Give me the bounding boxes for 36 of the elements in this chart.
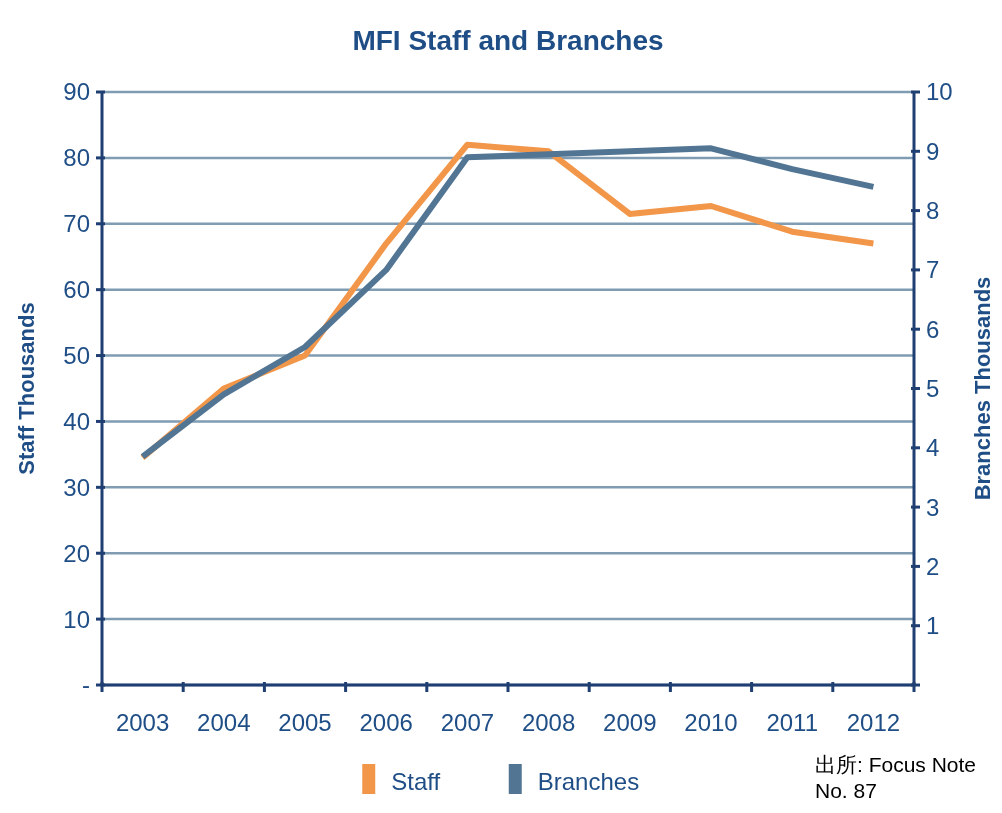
y2-tick-label: 8 xyxy=(926,197,940,224)
y2-axis-title: Branches Thousands xyxy=(970,276,995,501)
y-tick-label: - xyxy=(82,671,90,699)
text: 出所: Focus Note No. 87 xyxy=(815,752,978,804)
y-tick-label: 50 xyxy=(63,341,90,369)
y-tick-label: 20 xyxy=(63,539,90,567)
y-tick-label: 70 xyxy=(63,210,90,238)
x-tick-label: 2004 xyxy=(197,709,251,736)
y-tick-label: 30 xyxy=(63,473,90,501)
legend-label: Branches xyxy=(537,768,640,795)
y2-tick-label: 1 xyxy=(926,612,940,640)
y-axis-title: Staff Thousands xyxy=(14,302,39,475)
y-tick-label: 40 xyxy=(63,407,90,435)
x-tick-label: 2007 xyxy=(440,709,495,736)
legend-label: Staff xyxy=(391,768,441,795)
y2-tick-label: 7 xyxy=(926,256,940,284)
x-tick-label: 2005 xyxy=(278,709,332,736)
y2-tick-label: 6 xyxy=(926,315,940,343)
x-tick-label: 2003 xyxy=(115,709,170,736)
y-tick-label: 80 xyxy=(63,144,90,172)
x-tick-label: 2009 xyxy=(603,709,657,736)
y2-tick-label: 3 xyxy=(926,493,940,521)
y2-tick-label: 2 xyxy=(926,552,940,580)
y2-tick-label: 9 xyxy=(926,137,940,165)
x-tick-label: 2006 xyxy=(359,709,413,736)
x-tick-label: 2012 xyxy=(846,709,901,736)
y-tick-label: 10 xyxy=(63,605,90,633)
y2-tick-label: 4 xyxy=(926,434,940,462)
x-tick-label: 2010 xyxy=(684,709,738,736)
y2-tick-label: 5 xyxy=(926,374,940,402)
y-tick-label: 60 xyxy=(63,276,90,304)
y-tick-label: 90 xyxy=(63,78,90,106)
chart-title: MFI Staff and Branches xyxy=(352,25,664,56)
y2-tick-label: 10 xyxy=(926,78,953,106)
x-tick-label: 2008 xyxy=(521,709,576,736)
x-tick-label: 2011 xyxy=(766,709,818,736)
